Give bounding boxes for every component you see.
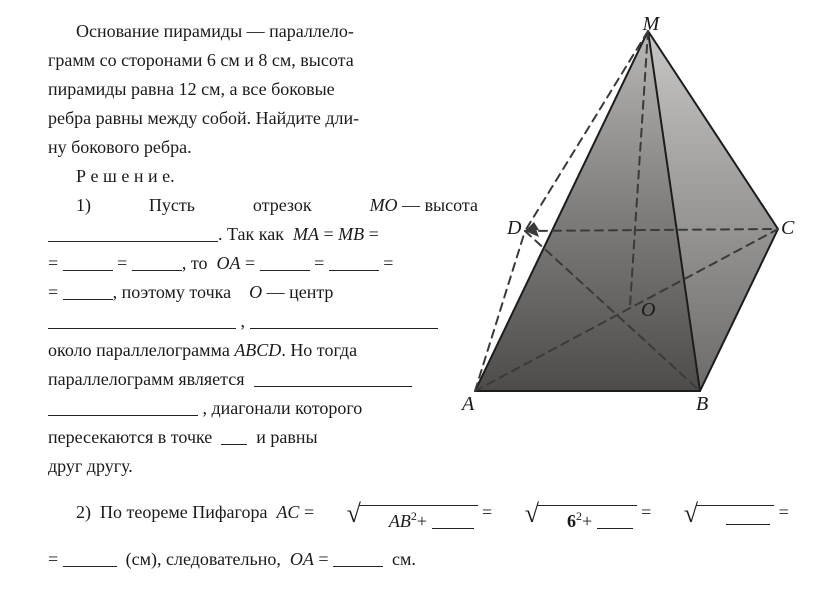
- problem-line-2: грамм со сторонами 6 см и 8 см, высота: [48, 47, 478, 74]
- problem-line-4: ребра равны между собой. Найдите дли-: [48, 105, 478, 132]
- s1-center: — центр: [267, 282, 334, 302]
- label-D: D: [506, 217, 522, 239]
- s1-abcd: ABCD: [234, 340, 281, 360]
- blank: [432, 512, 474, 529]
- s2-pyth: По теореме Пифагора: [100, 502, 267, 522]
- step1-line9: пересекаются в точке и равны: [48, 424, 478, 451]
- label-C: C: [781, 217, 795, 239]
- pyramid-diagram: M A B C D O: [455, 16, 795, 416]
- s2-cm2: см.: [392, 549, 416, 569]
- step1-line3: = = , то OA = = =: [48, 250, 478, 277]
- s1-let: Пусть: [121, 192, 195, 219]
- blank: [48, 399, 198, 416]
- label-M: M: [642, 16, 661, 35]
- step1-line4: = , поэтому точка O — центр: [48, 279, 478, 306]
- s1-num: 1): [48, 192, 91, 219]
- s1-mo: MO: [370, 195, 398, 215]
- s1-seg: отрезок: [225, 192, 312, 219]
- blank: [250, 312, 438, 329]
- s1-butthen: . Но тогда: [281, 340, 357, 360]
- s2-num: 2): [76, 502, 91, 522]
- step1-line10: друг другу.: [48, 453, 478, 480]
- s1-pgram: параллелограмм является: [48, 369, 245, 389]
- s1-ma: MA: [293, 224, 319, 244]
- blank: [597, 512, 633, 529]
- sqrt-2: √62+: [497, 505, 637, 531]
- s1-oa: OA: [216, 253, 240, 273]
- blank: [329, 254, 379, 271]
- s1-intersect: пересекаются в точке: [48, 427, 212, 447]
- blank: [48, 225, 218, 242]
- step1-line5: ,: [48, 308, 478, 335]
- step2-line2: = (см), следовательно, OA = см.: [48, 541, 795, 577]
- blank: [726, 508, 770, 525]
- label-O: O: [641, 299, 655, 321]
- blank: [63, 283, 113, 300]
- s1-then: , то: [182, 253, 208, 273]
- problem-line-3: пирамиды равна 12 см, а все боковые: [48, 76, 478, 103]
- problem-line-1: Основание пирамиды — параллело-: [48, 18, 478, 45]
- blank: [63, 254, 113, 271]
- step2-line1: 2) По теореме Пифагора AC = √AB2+ = √62+…: [48, 494, 795, 531]
- step1-line7: параллелограмм является: [48, 366, 478, 393]
- step1-line8: , диагонали которого: [48, 395, 478, 422]
- solution-heading: Р е ш е н и е.: [48, 163, 478, 190]
- s2-ac: AC: [276, 502, 299, 522]
- blank: [48, 312, 236, 329]
- blank: [254, 370, 412, 387]
- sqrt-3: √: [656, 505, 774, 527]
- step1-line2: . Так как MA = MB =: [48, 221, 478, 248]
- blank: [63, 550, 117, 567]
- s1-andeq: и равны: [256, 427, 317, 447]
- s1-o: O: [249, 282, 262, 302]
- s1-since: . Так как: [218, 224, 284, 244]
- problem-line-5: ну бокового ребра.: [48, 134, 478, 161]
- s2-cm: (см), следовательно,: [126, 549, 281, 569]
- s1-mb: MB: [338, 224, 364, 244]
- step1-line1: 1) Пусть отрезок MO — высота: [48, 192, 478, 219]
- blank: [132, 254, 182, 271]
- label-A: A: [460, 393, 475, 415]
- s2-oa: OA: [290, 549, 314, 569]
- blank: [260, 254, 310, 271]
- blank: [221, 428, 247, 445]
- s1-hence: , поэтому точка: [113, 282, 231, 302]
- blank: [333, 550, 383, 567]
- step1-line6: около параллелограмма ABCD. Но тогда: [48, 337, 478, 364]
- s1-diag: , диагонали которого: [203, 398, 363, 418]
- label-B: B: [696, 393, 708, 415]
- sqrt-1: √AB2+: [319, 505, 478, 531]
- s1-around: около параллелограмма: [48, 340, 230, 360]
